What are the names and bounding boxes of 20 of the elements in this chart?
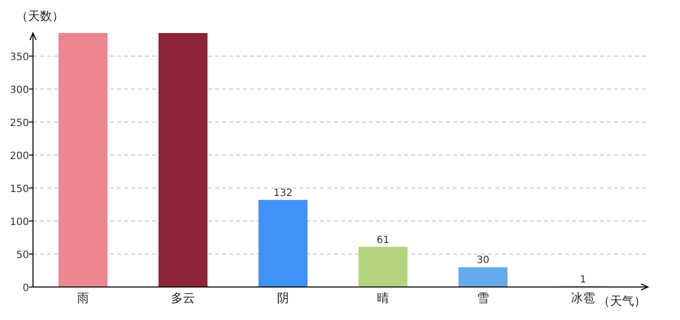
y-tick-label: 100 — [10, 217, 29, 228]
x-axis-title: （天气） — [598, 294, 646, 308]
y-tick-label: 150 — [10, 184, 29, 196]
y-tick-label: 200 — [10, 151, 29, 162]
x-tick-label: 多云 — [171, 291, 195, 305]
y-axis-title: （天数） — [16, 9, 64, 23]
x-tick-label: 雪 — [477, 291, 489, 305]
x-tick-label: 阴 — [277, 291, 289, 305]
data-label: 30 — [476, 255, 490, 266]
data-label: 61 — [376, 234, 390, 246]
data-label: 1 — [580, 274, 586, 286]
x-tick-label: 晴 — [377, 291, 389, 305]
y-tick-label: 0 — [22, 283, 29, 294]
x-tick-label: 雨 — [77, 291, 89, 305]
y-tick-label: 250 — [10, 118, 29, 130]
y-tick-label: 50 — [16, 250, 29, 262]
y-tick-label: 300 — [10, 85, 29, 96]
data-label: 132 — [273, 188, 293, 199]
y-tick-label: 350 — [10, 52, 29, 64]
x-tick-label: 冰雹 — [571, 291, 595, 305]
